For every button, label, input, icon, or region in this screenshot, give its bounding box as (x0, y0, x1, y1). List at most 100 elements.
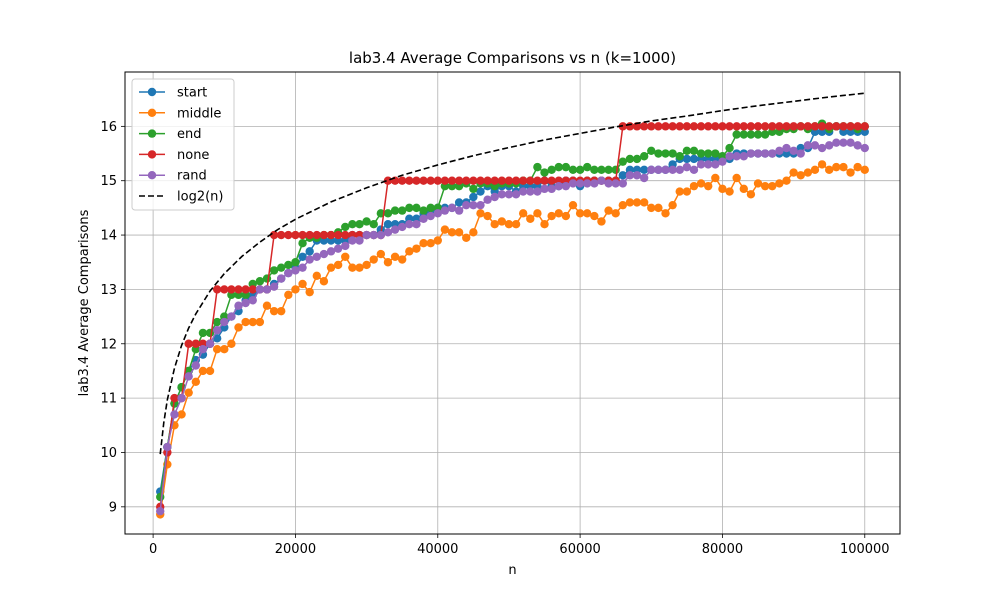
data-point (803, 122, 813, 131)
data-point (846, 138, 855, 147)
data-point (860, 143, 869, 153)
data-point (689, 122, 699, 131)
data-point (469, 176, 478, 185)
data-point (689, 181, 699, 191)
data-point (426, 176, 435, 185)
data-point (568, 179, 578, 188)
data-point (746, 122, 756, 131)
data-point (817, 160, 827, 169)
data-point (476, 176, 485, 185)
data-point (305, 230, 314, 240)
data-point (362, 260, 371, 270)
data-point (205, 366, 215, 376)
data-point (654, 165, 663, 175)
data-point (277, 306, 286, 316)
data-point (405, 247, 414, 256)
data-point (561, 211, 571, 221)
data-point (291, 266, 300, 275)
data-point (212, 325, 222, 335)
data-point (269, 282, 279, 291)
data-point (156, 506, 165, 516)
data-point (696, 179, 706, 188)
data-point (554, 209, 563, 218)
data-point (832, 162, 841, 172)
data-point (760, 181, 770, 191)
data-point (220, 285, 229, 294)
x-tick-label: 80000 (702, 542, 743, 557)
data-point (262, 301, 272, 310)
data-point (561, 181, 571, 191)
data-point (597, 176, 606, 185)
data-point (682, 146, 692, 156)
data-point (775, 122, 784, 131)
data-point (789, 168, 798, 177)
data-point (255, 285, 265, 294)
data-point (618, 171, 628, 180)
grid (125, 72, 900, 534)
data-point (725, 187, 734, 196)
data-point (205, 339, 215, 348)
data-point (661, 209, 670, 218)
y-tick-label: 11 (100, 392, 117, 407)
data-point (511, 176, 521, 185)
data-point (362, 217, 371, 226)
data-point (462, 200, 471, 210)
data-point (433, 236, 442, 245)
data-point (447, 203, 457, 213)
data-point (312, 271, 321, 281)
data-point (810, 141, 820, 150)
data-point (704, 160, 713, 169)
data-point (661, 149, 670, 158)
data-point (341, 252, 350, 261)
data-point (241, 298, 250, 308)
data-point (682, 122, 692, 131)
series-line-log2(n) (159, 92, 865, 455)
data-point (262, 274, 272, 283)
x-tick-label: 60000 (559, 542, 600, 557)
data-point (725, 152, 734, 161)
data-point (675, 165, 684, 175)
data-point (746, 190, 756, 199)
y-tick-label: 15 (100, 174, 117, 189)
data-point (333, 260, 343, 270)
y-tick-label: 13 (100, 283, 117, 298)
data-point (647, 146, 656, 156)
series-log2(n) (159, 92, 865, 455)
series-middle (156, 160, 869, 519)
data-point (604, 165, 613, 175)
data-point (725, 143, 734, 153)
chart-title: lab3.4 Average Comparisons vs n (k=1000) (349, 49, 676, 67)
data-point (462, 233, 471, 242)
data-point (341, 241, 350, 251)
data-point (369, 255, 378, 264)
data-point (376, 230, 386, 240)
data-point (291, 285, 300, 294)
data-point (739, 184, 748, 194)
legend-entry: start (139, 86, 207, 101)
data-point (753, 122, 763, 131)
data-point (711, 149, 720, 158)
data-point (775, 179, 784, 188)
data-point (639, 198, 649, 207)
data-point (668, 165, 677, 175)
data-point (732, 152, 741, 161)
series-layer (156, 92, 869, 519)
data-point (618, 200, 628, 210)
data-point (355, 263, 364, 272)
data-point (810, 122, 820, 131)
data-point (454, 176, 464, 185)
data-point (803, 141, 813, 150)
data-point (689, 165, 699, 175)
data-point (476, 200, 485, 210)
data-point (234, 285, 243, 294)
data-point (426, 239, 435, 248)
data-point (639, 173, 649, 183)
data-point (682, 187, 692, 196)
data-point (383, 219, 393, 229)
data-point (305, 255, 314, 264)
x-axis-label: n (508, 563, 516, 578)
data-point (255, 277, 265, 286)
data-point (639, 165, 649, 175)
data-point (839, 122, 848, 131)
